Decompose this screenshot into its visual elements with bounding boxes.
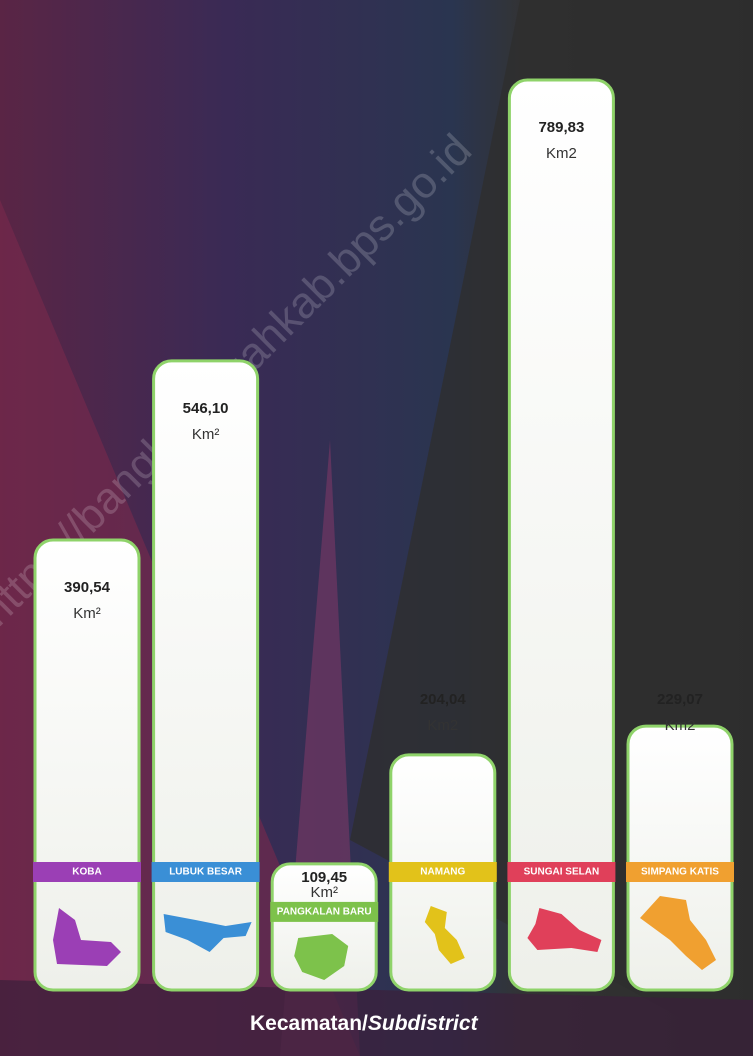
value-label: 546,10 <box>183 400 229 417</box>
map-icon <box>527 908 602 952</box>
x-tick-label: SIMPANG KATIS <box>641 867 719 878</box>
unit-label: Km² <box>310 884 338 901</box>
unit-label: Km² <box>73 605 101 622</box>
x-axis-label-part: Kecamatan/ <box>250 1012 368 1035</box>
category-band <box>33 862 141 882</box>
unit-label: Km2 <box>665 717 696 734</box>
category-band <box>270 901 379 922</box>
value-label: 390,54 <box>64 579 111 596</box>
x-axis-label: Kecamatan/Subdistrict <box>250 1012 479 1035</box>
unit-label: Km2 <box>427 717 458 734</box>
map-icon <box>640 896 716 970</box>
x-tick-label: NAMANG <box>420 867 465 878</box>
value-label: 229,07 <box>657 691 703 708</box>
category-band <box>388 862 497 882</box>
x-axis-label-part: Subdistrict <box>368 1012 479 1035</box>
bar <box>626 724 734 992</box>
category-band <box>626 862 734 882</box>
x-tick-label: KOBA <box>72 867 101 878</box>
x-tick-label: LUBUK BESAR <box>169 867 243 878</box>
value-label: 109,45 <box>301 869 347 886</box>
map-icon <box>424 906 465 964</box>
bg-shape <box>0 980 753 1056</box>
map-icon <box>53 908 121 966</box>
map-icon <box>294 934 349 980</box>
map-icon <box>163 914 252 952</box>
bar <box>507 78 615 992</box>
value-label: 204,04 <box>420 691 467 708</box>
x-tick-label: SUNGAI SELAN <box>524 867 600 878</box>
unit-label: Km2 <box>546 145 577 162</box>
bar <box>152 359 260 992</box>
unit-label: Km² <box>192 426 220 443</box>
category-band <box>507 862 616 882</box>
value-label: 789,83 <box>538 119 584 136</box>
x-tick-label: PANGKALAN BARU <box>277 907 372 918</box>
category-band <box>151 862 260 882</box>
